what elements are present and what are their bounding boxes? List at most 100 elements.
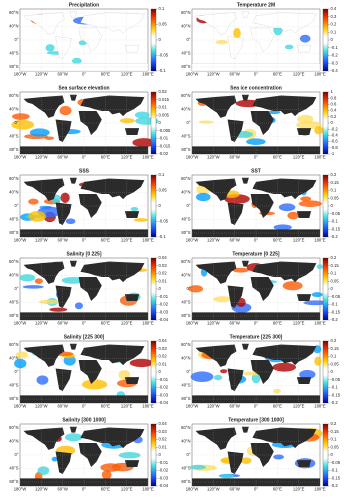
- colorbar-tick-label: -0.05: [331, 460, 341, 465]
- lat-label: 80°S: [9, 479, 18, 484]
- colorbar-tick-label: 0.04: [159, 338, 168, 343]
- colorbar-tick-label: -0.1: [331, 219, 339, 224]
- anomaly-patch: [119, 118, 135, 124]
- anomaly-patch: [251, 372, 261, 384]
- anomaly-patch: [273, 388, 281, 394]
- lat-label: 40°S: [181, 51, 190, 56]
- lon-label: 180°E: [142, 155, 154, 160]
- colorbar-tick-label: 0.3: [331, 14, 337, 19]
- panel-title: Sea ice concentration: [230, 85, 282, 91]
- lat-label: 0°: [14, 452, 18, 457]
- lon-label: 0°: [82, 404, 86, 409]
- colorbar-tick-label: 0.15: [331, 429, 340, 434]
- lat-label: 40°S: [9, 217, 18, 222]
- colorbar-tick-label: 0.05: [331, 195, 340, 200]
- lat-label: 80°S: [9, 230, 18, 235]
- panel-title: Temperature [300 1000]: [228, 417, 284, 423]
- anomaly-patch: [34, 278, 43, 284]
- anomaly-patch: [12, 113, 30, 120]
- colorbar-tick-label: 0.2: [331, 338, 337, 343]
- lon-label: 60°W: [58, 404, 68, 409]
- colorbar-tick-label: 0.15: [331, 263, 340, 268]
- colorbar-tick-label: 0.05: [159, 188, 168, 193]
- lon-label: 120°E: [293, 404, 305, 409]
- lat-label: 40°N: [9, 24, 18, 29]
- lon-label: 120°W: [207, 155, 220, 160]
- colorbar-tick-label: 0.4: [331, 6, 337, 11]
- colorbar: [322, 174, 329, 238]
- lat-label: 40°S: [181, 134, 190, 139]
- lon-label: 0°: [82, 72, 86, 77]
- anomaly-patch: [284, 44, 294, 50]
- colorbar-tick-label: -0.05: [331, 377, 341, 382]
- colorbar-tick-label: -0.01: [159, 377, 169, 382]
- anomaly-patch: [49, 307, 68, 312]
- colorbar-tick-label: -0.01: [159, 136, 169, 141]
- colorbar-tick-label: 0: [159, 120, 162, 125]
- lon-label: 120°W: [35, 238, 48, 243]
- anomaly-patch: [51, 456, 58, 462]
- anomaly-patch: [190, 464, 206, 470]
- lon-label: 180°W: [186, 72, 199, 77]
- anomaly-patch: [195, 192, 211, 202]
- colorbar-tick-label: -0.8: [331, 145, 339, 150]
- lat-label: 80°N: [9, 93, 18, 98]
- lon-label: 60°E: [101, 72, 110, 77]
- lat-label: 0°: [186, 203, 190, 208]
- colorbar-tick-label: -0.02: [159, 385, 169, 390]
- colorbar-tick-label: 0.1: [331, 29, 337, 34]
- anomaly-patch: [220, 369, 228, 374]
- colorbar-tick-label: 0.2: [331, 172, 337, 177]
- lat-label: 80°S: [181, 147, 190, 152]
- lat-label: 0°: [186, 452, 190, 457]
- lon-label: 120°E: [293, 487, 305, 492]
- anomaly-patch: [282, 281, 303, 291]
- anomaly-patch: [11, 119, 34, 130]
- lon-label: 180°E: [142, 238, 154, 243]
- colorbar-tick-label: 0.04: [159, 421, 168, 426]
- anomaly-patch: [240, 457, 252, 464]
- lat-label: 0°: [14, 369, 18, 374]
- lat-label: 40°N: [181, 356, 190, 361]
- panel-title: Temperature 2M: [237, 2, 275, 8]
- anomaly-patch: [28, 198, 39, 205]
- colorbar-tick-label: 1: [331, 89, 334, 94]
- lon-label: 180°W: [14, 72, 27, 77]
- anomaly-patch: [198, 120, 214, 124]
- colorbar-tick-label: -0.05: [331, 211, 341, 216]
- lon-label: 120°W: [207, 404, 220, 409]
- lon-label: 120°W: [35, 72, 48, 77]
- anomaly-patch: [15, 351, 29, 359]
- anomaly-patch: [118, 452, 141, 459]
- lon-label: 60°W: [230, 487, 240, 492]
- lon-label: 60°W: [230, 72, 240, 77]
- lon-label: 180°W: [14, 321, 27, 326]
- anomaly-patch: [188, 285, 204, 293]
- colorbar-tick-label: -0.04: [159, 317, 169, 322]
- panel-title: Precipitation: [69, 2, 99, 8]
- anomaly-patch: [300, 196, 312, 202]
- lon-label: 120°W: [35, 321, 48, 326]
- colorbar-tick-label: -0.15: [331, 392, 341, 397]
- colorbar-tick-label: 0.015: [159, 97, 170, 102]
- lon-label: 120°E: [293, 321, 305, 326]
- colorbar: [150, 174, 157, 238]
- anomaly-patch: [133, 218, 149, 222]
- lat-label: 40°S: [9, 466, 18, 471]
- colorbar: [150, 423, 157, 487]
- colorbar-tick-label: -0.005: [159, 128, 172, 133]
- lat-label: 40°N: [181, 190, 190, 195]
- colorbar-tick-label: -0.2: [331, 126, 339, 131]
- lon-label: 180°E: [314, 404, 326, 409]
- lon-label: 180°W: [14, 238, 27, 243]
- colorbar-tick-label: 0.2: [331, 255, 337, 260]
- colorbar-tick-label: -0.6: [331, 139, 339, 144]
- colorbar-tick-label: -0.2: [331, 234, 339, 239]
- anomaly-patch: [299, 369, 316, 380]
- lon-label: 180°W: [186, 404, 199, 409]
- anomaly-patch: [14, 358, 27, 369]
- lat-label: 0°: [186, 286, 190, 291]
- lon-label: 180°W: [186, 155, 199, 160]
- colorbar-tick-label: -0.03: [159, 309, 169, 314]
